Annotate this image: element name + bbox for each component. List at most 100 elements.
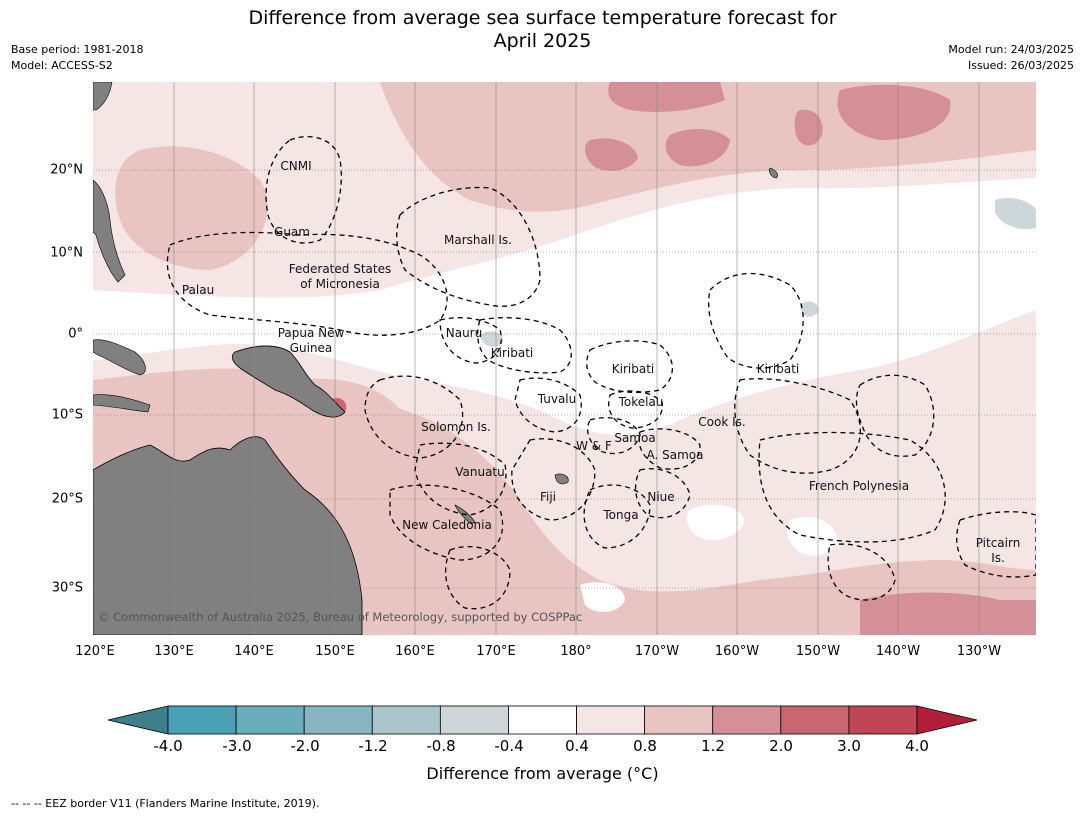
region-label-pitcairn-1: Pitcairn	[976, 536, 1021, 550]
anomaly-north-strong3	[665, 128, 730, 167]
region-label-tokelau: Tokelau	[618, 395, 664, 409]
region-label-new-caledonia: New Caledonia	[402, 518, 492, 532]
anomaly-south-hole3	[580, 582, 625, 612]
colorbar-tick: 2.0	[769, 737, 793, 755]
anomaly-cool-eq	[800, 301, 819, 317]
region-label-png-1: Papua New	[278, 326, 345, 340]
title-line-1: Difference from average sea surface temp…	[248, 7, 837, 29]
region-label-marshall: Marshall Is.	[444, 233, 512, 247]
colorbar	[107, 705, 978, 735]
region-label-kiribati-central: Kiribati	[612, 362, 654, 376]
base-period: Base period: 1981-2018	[11, 43, 144, 56]
region-label-tuvalu: Tuvalu	[537, 392, 577, 406]
anomaly-south-hole1	[686, 504, 745, 540]
colorbar-segment	[303, 705, 373, 735]
colorbar-tick: 3.0	[837, 737, 861, 755]
colorbar-segment	[439, 705, 509, 735]
colorbar-tick: -2.0	[290, 737, 320, 755]
colorbar-segment	[235, 705, 305, 735]
colorbar-segment	[576, 705, 646, 735]
colorbar-tick: -1.2	[358, 737, 388, 755]
meta-left: Base period: 1981-2018 Model: ACCESS-S2	[11, 42, 143, 74]
region-label-pitcairn-2: Is.	[991, 551, 1005, 565]
colorbar-tick: -0.8	[426, 737, 456, 755]
model-name: Model: ACCESS-S2	[11, 59, 113, 72]
colorbar-segment	[371, 705, 441, 735]
land-australia	[93, 436, 363, 635]
colorbar-segment	[508, 705, 577, 735]
lat-label-10s: 10°S	[51, 407, 83, 423]
lon-label-160e: 160°E	[395, 644, 435, 659]
eez-borders	[166, 136, 1036, 610]
region-label-fsm-1: Federated States	[289, 262, 391, 276]
land-indonesia-1	[93, 179, 126, 283]
region-label-french-polynesia: French Polynesia	[809, 479, 909, 493]
region-label-cook: Cook Is.	[698, 415, 745, 429]
colorbar-tick: 1.2	[701, 737, 725, 755]
region-label-fsm-2: of Micronesia	[300, 277, 380, 291]
longitude-gridlines	[173, 82, 980, 635]
anomaly-north-mid2	[115, 146, 268, 270]
region-label-american-samoa: A. Samoa	[647, 448, 704, 462]
colorbar-segment	[167, 705, 237, 735]
lon-label-130e: 130°E	[154, 644, 194, 659]
colorbar-max-arrow	[916, 705, 978, 735]
lat-label-30s: 30°S	[51, 580, 83, 596]
land-hawaii	[769, 167, 778, 179]
region-label-png-2: Guinea	[290, 341, 333, 355]
land-indonesia-3	[93, 394, 151, 413]
region-label-fiji: Fiji	[540, 490, 556, 504]
map-title: Difference from average sea surface temp…	[0, 7, 1085, 53]
lat-label-0: 0°	[68, 326, 83, 342]
land-indonesia-2	[93, 339, 146, 376]
anomaly-north-strong1	[608, 82, 725, 112]
region-labels: CNMI Guam Marshall Is. Federated States …	[182, 159, 1020, 565]
anomaly-cool-nauru	[480, 331, 504, 347]
anomaly-cool-ne	[995, 198, 1036, 230]
anomaly-north-strong2	[837, 84, 951, 140]
region-label-wallis-futuna: W & F	[576, 439, 612, 453]
region-label-solomon: Solomon Is.	[421, 420, 491, 434]
anomaly-south-hole2	[786, 516, 838, 556]
region-label-niue: Niue	[647, 490, 674, 504]
anomaly-north-strong5	[794, 109, 823, 146]
lon-label-140e: 140°E	[234, 644, 274, 659]
lon-label-150w: 150°W	[795, 644, 841, 659]
anomaly-south-strong1	[860, 592, 1036, 635]
issued-date: Issued: 26/03/2025	[967, 59, 1074, 72]
lon-label-180: 180°	[560, 644, 592, 659]
region-label-cnmi: CNMI	[280, 159, 311, 173]
map-area: CNMI Guam Marshall Is. Federated States …	[93, 82, 1036, 635]
lon-label-150e: 150°E	[315, 644, 355, 659]
colorbar-tick: 4.0	[905, 737, 929, 755]
region-label-nauru: Nauru	[446, 326, 482, 340]
region-label-tonga: Tonga	[602, 508, 638, 522]
colorbar-tick: 0.8	[633, 737, 657, 755]
lon-label-140w: 140°W	[875, 644, 921, 659]
colorbar-segment	[848, 705, 918, 735]
anomaly-north-strong4	[584, 138, 638, 171]
model-run: Model run: 24/03/2025	[948, 43, 1074, 56]
lon-label-170w: 170°W	[634, 644, 680, 659]
colorbar-tick: -3.0	[222, 737, 252, 755]
region-label-vanuatu: Vanuatu	[455, 465, 505, 479]
copyright-notice: © Commonwealth of Australia 2025, Bureau…	[98, 610, 583, 624]
latitude-gridlines	[93, 169, 1036, 589]
eez-note: -- -- -- EEZ border V11 (Flanders Marine…	[11, 797, 320, 810]
lon-label-170e: 170°E	[476, 644, 516, 659]
region-label-guam: Guam	[274, 225, 310, 239]
colorbar-title: Difference from average (°C)	[426, 764, 659, 783]
lat-label-20n: 20°N	[50, 162, 83, 178]
title-line-2: April 2025	[493, 30, 592, 52]
region-label-samoa: Samoa	[614, 431, 655, 445]
region-label-kiribati-east: Kiribati	[757, 362, 799, 376]
colorbar-tick: -0.4	[494, 737, 524, 755]
colorbar-segment	[712, 705, 782, 735]
meta-right: Model run: 24/03/2025 Issued: 26/03/2025	[948, 42, 1074, 74]
lat-label-10n: 10°N	[50, 245, 83, 261]
colorbar-tick: 0.4	[565, 737, 589, 755]
colorbar-segment	[780, 705, 850, 735]
colorbar-min-arrow	[107, 705, 169, 735]
colorbar-segment	[644, 705, 714, 735]
